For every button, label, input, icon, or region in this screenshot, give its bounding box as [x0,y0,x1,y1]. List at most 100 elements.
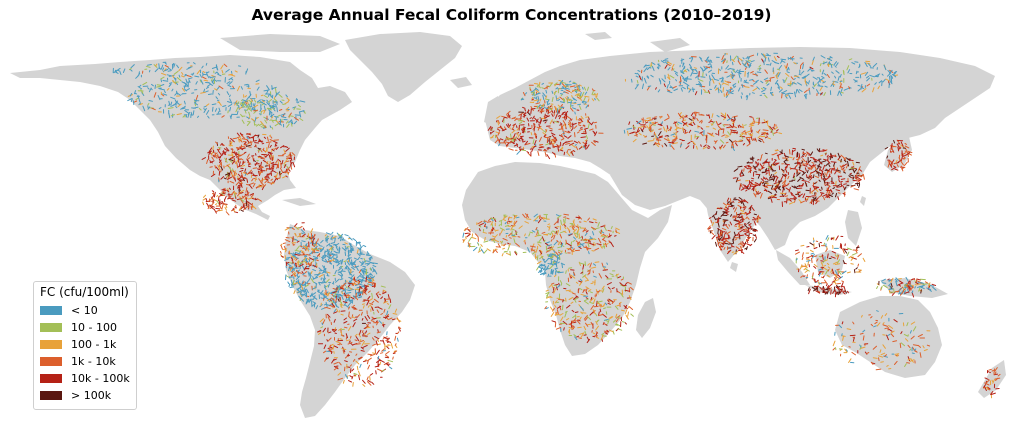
river-segment [734,238,738,241]
river-segment [512,123,517,126]
river-segment [581,100,587,103]
river-segment [555,137,558,141]
river-segment [594,261,600,263]
river-segment [595,320,598,326]
river-segment [315,305,319,310]
river-segment [571,151,574,156]
river-segment [213,155,218,159]
river-segment [267,176,270,179]
river-segment [711,113,714,118]
river-segment [794,91,797,98]
river-segment [849,86,852,89]
river-segment [556,309,559,315]
river-segment [808,164,813,167]
river-segment [507,123,510,127]
river-segment [806,169,809,174]
river-segment [708,227,712,230]
river-segment [542,130,547,133]
river-segment [333,318,336,323]
river-segment [352,307,357,309]
river-segment [561,124,564,128]
river-segment [585,286,590,290]
river-segment [538,125,542,128]
river-segment [551,249,555,251]
river-segment [694,91,698,96]
river-segment [560,106,565,109]
river-segment [627,130,629,136]
river-segment [595,325,599,331]
river-segment [239,136,242,142]
river-segment [552,269,555,275]
river-segment [230,190,235,196]
river-segment [682,115,685,122]
river-segment [775,177,778,183]
river-segment [352,238,357,242]
river-segment [750,181,754,185]
river-segment [509,250,511,256]
river-segment [372,337,375,341]
river-segment [572,150,576,152]
river-segment [746,229,749,231]
river-segment [817,83,821,87]
river-segment [167,107,174,109]
river-segment [794,185,798,189]
river-segment [607,319,610,325]
river-segment [595,331,599,334]
river-segment [834,75,837,79]
river-segment [737,71,742,75]
river-segment [330,242,336,244]
river-segment [135,97,139,101]
river-segment [786,71,790,74]
river-segment [720,238,725,241]
river-segment [297,101,300,104]
river-segment [749,116,753,118]
river-segment [751,92,755,94]
river-segment [609,273,614,276]
river-segment [503,251,507,253]
river-segment [818,179,821,182]
river-segment [240,134,245,139]
river-segment [574,233,578,238]
river-segment [181,87,185,92]
river-segment [383,301,388,304]
river-segment [848,58,853,61]
river-segment [775,75,778,79]
river-segment [763,131,767,136]
river-segment [724,231,727,235]
river-segment [752,216,756,220]
river-segment [569,142,575,146]
river-segment [676,122,679,126]
river-segment [244,151,247,154]
river-segment [785,92,790,95]
river-segment [722,58,726,64]
river-segment [270,136,273,139]
river-segment [505,141,510,144]
river-segment [361,318,364,321]
river-segment [333,308,337,313]
river-segment [607,234,612,238]
river-segment [835,189,840,192]
river-segment [389,298,392,303]
river-segment [198,107,202,111]
river-segment [218,150,222,155]
river-segment [575,281,579,284]
river-segment [587,289,592,292]
river-segment [367,364,370,370]
river-segment [775,72,779,77]
river-segment [827,253,829,259]
river-segment [732,69,735,73]
river-segment [166,88,170,91]
river-segment [821,69,825,75]
river-segment [293,273,297,277]
river-segment [176,90,178,95]
river-segment [515,242,520,247]
river-segment [795,249,799,252]
river-segment [228,158,233,163]
river-segment [265,175,269,178]
river-segment [555,113,558,119]
river-segment [357,279,361,283]
river-segment [385,354,390,358]
river-segment [524,221,529,224]
river-segment [727,67,731,70]
river-segment [757,129,761,133]
